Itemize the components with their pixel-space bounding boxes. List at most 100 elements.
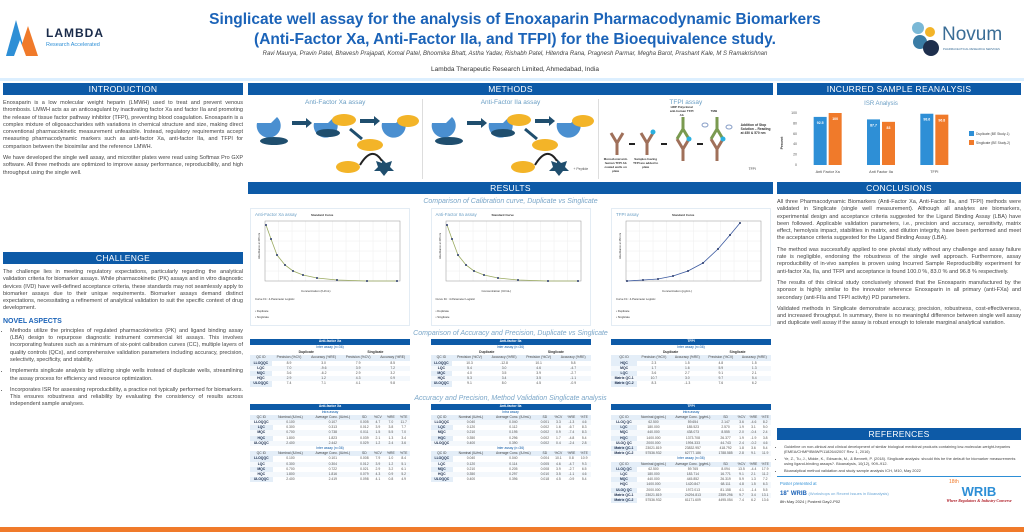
reference-item: Ye, Z., Tu, J., Midde, K., Edwards, M., … (784, 456, 1021, 466)
table-cell: 5.5 (762, 487, 768, 492)
table-caption-row: Anti-factor Xa (250, 339, 410, 345)
methods-section: METHODS Anti-Factor Xa assay Anti-Factor… (248, 83, 773, 179)
section-label-row: Inter assay (n=36) (431, 446, 591, 451)
presented-at-label: Poster presented at (780, 481, 817, 486)
qc-id-cell: Matrix QC-1 (611, 492, 637, 499)
data-point (702, 262, 704, 264)
table-row: LQC 0.120 0.114 0.005 4.6 -4.7 9.3 (430, 461, 591, 467)
group-header: Singlicate (729, 350, 746, 355)
table-cell: 0.029 (357, 440, 372, 447)
table-cell: 180.000 (647, 425, 660, 430)
table-cell: 10.7 (637, 376, 671, 382)
bar-value-label: 87.7 (870, 123, 877, 127)
table-cell: 7.9 (355, 360, 361, 365)
qc-id-cell: ULOQQC (250, 477, 273, 483)
table-caption: Anti-factor Xa (250, 403, 410, 410)
qc-id-cell: HQC (611, 435, 637, 441)
table-cell: 7.9 (375, 456, 381, 461)
lambda-logo-name: LAMBDA (46, 26, 104, 40)
column-header: Accuracy (%RE) (306, 355, 341, 361)
table-cell: 4.1 (375, 477, 381, 482)
column-header: Average Conc. (IU/mL) (488, 414, 538, 421)
table-cell: -4.4 (750, 466, 757, 471)
novum-logo-icon (912, 22, 939, 56)
qc-id-cell: Matrix QC-1 (611, 376, 638, 382)
table-subcaption: Inter assay (n=36) (496, 345, 525, 349)
table-cell: 3.0 (670, 376, 705, 382)
qc-id-cell: LLOQQC (430, 456, 454, 462)
table-cell: 5.2 (397, 472, 410, 478)
calibration-curve (626, 222, 741, 282)
table-cell: 3.6 (735, 420, 748, 426)
table-cell: 0.205 (509, 466, 518, 471)
table-cell: 9.3 (577, 461, 591, 467)
lambda-logo: LAMBDA Research Accelerated (6, 18, 126, 58)
qc-id-cell: LLOQ QC (611, 420, 637, 426)
table-cell: 438.073 (670, 430, 716, 436)
table-cell: 59.765 (687, 466, 699, 471)
qc-id-cell: Matrix QC-2 (611, 381, 638, 387)
section-label: Inter assay (n=36) (496, 446, 525, 451)
qc-id-cell: LQC (430, 365, 453, 372)
table-row: LQC 180.000 183.714 16.771 9.1 2.1 11.2 (611, 472, 771, 478)
reference-item: Guideline on non-clinical and clinical d… (784, 444, 1021, 454)
legend-swatch (969, 131, 974, 136)
table-cell: 0.100 (272, 420, 309, 426)
isr-bar (882, 121, 895, 165)
data-point (729, 234, 731, 236)
table-row: HQC 5.3 3.4 3.5 -1.1 (430, 376, 591, 382)
table-caption-row: Anti-factor IIa (430, 403, 591, 410)
data-point (302, 274, 304, 276)
table-cell: -1.3 (684, 381, 691, 386)
data-point (672, 275, 674, 277)
table-cell: 3.6 (286, 371, 292, 376)
column-header: Nominal (IU/mL) (272, 451, 309, 457)
qc-id-cell: LLOQQC (250, 360, 272, 366)
qc-id-cell: LQC (250, 461, 273, 467)
data-point (450, 238, 453, 240)
table-cell: 4.6 (577, 472, 591, 478)
column-header-row: QC ID Precision (%CV) Accuracy (%RE) Precis… (250, 355, 410, 361)
data-point (284, 264, 286, 266)
table-cell: 4.6 (551, 461, 565, 467)
table-cell: 2.419 (328, 477, 338, 482)
column-header-row: QC ID Nominal (IU/mL) Average Conc. (IU/mL… (250, 451, 410, 457)
column-header: SD (715, 461, 736, 467)
table-cell: 0.005 (357, 420, 372, 426)
table-cell: 2.570 (721, 425, 730, 430)
table-cell: 2.400 (286, 477, 295, 482)
qc-id-cell: HQC (611, 482, 637, 488)
table-cell: 81.158 (720, 487, 731, 492)
calibration-chart-heading: Standard Curve (672, 213, 695, 217)
calibration-curve-plot: Absorbance at 450 nm (618, 220, 762, 282)
column-header-row: QC ID Precision (%CV) Accuracy (%RE) Precis… (611, 355, 771, 361)
table-cell: 2000.000 (646, 487, 661, 492)
table-cell: 2.1 (747, 472, 760, 478)
table-row: LLOQQC 0.040 0.040 0.004 10.1 0.8 10.9 (430, 456, 591, 462)
table-cell: -0.2 (747, 440, 760, 447)
table-cell: -12.8 (500, 360, 508, 365)
bar-value-label: 98.6 (923, 118, 930, 122)
table-caption: TFPI (611, 403, 771, 410)
table-cell: 10.1 (555, 456, 562, 461)
isr-bar-chart: ISR Analysis Percent 0 20 40 60 80 100 92.5 100 An… (780, 101, 1010, 174)
qc-id-cell: ULOQQC (250, 440, 273, 447)
tfpi-elisa-diagram (609, 117, 733, 161)
column-header: Accuracy (%RE) (670, 355, 705, 361)
column-header: QC ID (611, 355, 638, 361)
poster-title: Singlicate well assay for the analysis o… (140, 10, 890, 50)
table-cell: 0.040 (509, 456, 518, 461)
column-header: %RE (384, 451, 398, 457)
qc-id-cell: LQC (611, 472, 637, 478)
novel-aspect-item: Methods utilize the principles of regula… (10, 328, 243, 364)
table-row: Matrix QC-1 23021.819 23832.957 418.792 1.8 3… (611, 446, 771, 452)
x-axis-label: Concentration (IU/mL) (301, 289, 331, 293)
table-cell: 0.001 (537, 420, 552, 426)
table-cell: 0.098 (360, 477, 369, 482)
data-point (265, 224, 267, 226)
qc-id-cell: ULOQ QC (611, 440, 637, 447)
isr-bar (828, 113, 842, 165)
table-cell: 5.4 (581, 435, 587, 440)
table-subcaption-row: Inter assay (n=36) (250, 345, 410, 350)
table-row: MQC 0.700 0.722 0.021 2.9 3.2 6.1 (250, 466, 410, 473)
